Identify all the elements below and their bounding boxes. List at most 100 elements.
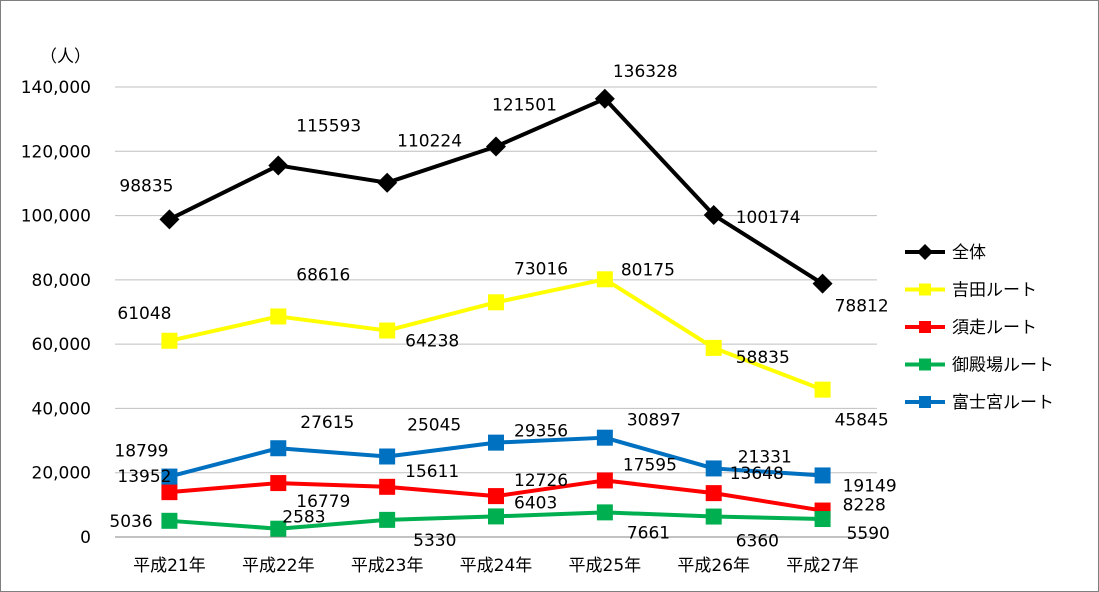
- legend-marker: [919, 321, 931, 333]
- y-tick-label: 20,000: [32, 464, 91, 484]
- data-point: [596, 504, 613, 521]
- x-tick-label: 平成21年: [133, 556, 206, 576]
- data-label: 110224: [397, 132, 462, 152]
- data-label: 45845: [835, 411, 889, 431]
- x-tick-label: 平成25年: [569, 556, 642, 576]
- data-label: 16779: [296, 492, 350, 512]
- data-point: [379, 448, 396, 465]
- data-point: [270, 440, 287, 457]
- data-point: [705, 508, 722, 525]
- data-point: [705, 460, 722, 477]
- data-label: 19149: [843, 476, 897, 496]
- data-point: [161, 512, 178, 529]
- data-point: [161, 484, 178, 501]
- data-label: 8228: [843, 496, 886, 516]
- data-label: 12726: [514, 471, 568, 491]
- data-point: [814, 381, 831, 398]
- data-point: [488, 294, 504, 311]
- data-label: 98835: [119, 176, 173, 196]
- data-label: 2583: [282, 508, 325, 528]
- data-labels: 98835 115593 110224 121501 136328 100174 78812…: [109, 62, 896, 552]
- data-point: [379, 478, 396, 495]
- data-point: [596, 472, 613, 489]
- data-label: 58835: [736, 348, 790, 368]
- data-point: [596, 429, 613, 446]
- data-label: 6403: [514, 493, 557, 513]
- y-tick-label: 40,000: [32, 399, 91, 419]
- x-axis-ticks: 平成21年 平成22年 平成23年 平成24年 平成25年 平成26年 平成27年: [133, 556, 859, 576]
- data-point: [814, 467, 831, 484]
- data-point: [377, 172, 398, 193]
- data-label: 21331: [738, 447, 792, 467]
- legend-marker: [919, 396, 931, 408]
- data-label: 68616: [296, 265, 350, 285]
- data-label: 29356: [514, 422, 568, 442]
- data-point: [814, 511, 831, 528]
- x-tick-label: 平成27年: [786, 556, 859, 576]
- data-point: [270, 475, 287, 492]
- data-point: [703, 205, 724, 226]
- data-label: 30897: [627, 411, 681, 431]
- x-tick-label: 平成22年: [242, 556, 315, 576]
- y-axis-unit-label: （人）: [40, 47, 91, 67]
- legend-label: 須走ルート: [952, 318, 1037, 338]
- data-point: [161, 468, 178, 485]
- data-point: [161, 332, 178, 349]
- y-axis-ticks: 0 20,000 40,000 60,000 80,000 100,000 120,000 1…: [21, 78, 91, 548]
- legend-label: 御殿場ルート: [952, 356, 1054, 376]
- y-tick-label: 60,000: [32, 335, 91, 355]
- x-tick-label: 平成23年: [351, 556, 424, 576]
- y-tick-label: 140,000: [21, 78, 91, 98]
- data-label: 64238: [405, 332, 459, 352]
- data-point: [594, 88, 615, 109]
- y-tick-label: 100,000: [21, 207, 91, 227]
- data-point: [270, 308, 287, 325]
- data-label: 6360: [736, 532, 779, 552]
- legend-label: 全体: [952, 243, 986, 263]
- data-point: [268, 155, 289, 176]
- y-tick-label: 80,000: [32, 271, 91, 291]
- data-label: 78812: [835, 297, 889, 317]
- data-label: 17595: [623, 455, 677, 475]
- data-point: [812, 273, 833, 294]
- data-label: 27615: [300, 413, 354, 433]
- data-point: [488, 508, 504, 525]
- data-point: [488, 488, 504, 505]
- data-point: [596, 271, 613, 288]
- y-tick-label: 120,000: [21, 142, 91, 162]
- data-label: 13952: [117, 467, 171, 487]
- y-tick-label: 0: [80, 528, 91, 548]
- data-point: [705, 485, 722, 502]
- data-label: 25045: [407, 415, 461, 435]
- data-point: [379, 511, 396, 528]
- data-point: [486, 136, 506, 157]
- data-label: 5036: [109, 512, 152, 532]
- data-point: [379, 322, 396, 339]
- legend-label: 吉田ルート: [952, 281, 1037, 301]
- legend-label: 富士宮ルート: [952, 393, 1054, 413]
- legend-marker: [919, 358, 931, 371]
- data-label: 5330: [413, 531, 456, 551]
- data-label: 15611: [405, 462, 459, 482]
- legend-marker: [917, 244, 933, 260]
- data-label: 5590: [847, 524, 890, 544]
- data-label: 121501: [492, 95, 557, 115]
- data-point: [270, 520, 287, 537]
- data-label: 136328: [613, 62, 678, 82]
- data-label: 115593: [296, 116, 361, 136]
- data-label: 13648: [730, 464, 784, 484]
- series-line: [168, 96, 824, 286]
- x-tick-label: 平成26年: [677, 556, 750, 576]
- data-label: 73016: [514, 259, 568, 279]
- data-point: [159, 209, 180, 230]
- data-label: 80175: [621, 260, 675, 280]
- data-label: 100174: [736, 208, 801, 228]
- series-group: [159, 88, 833, 537]
- data-point: [705, 339, 722, 356]
- legend-marker: [919, 283, 931, 296]
- data-point: [488, 434, 504, 451]
- x-tick-label: 平成24年: [460, 556, 533, 576]
